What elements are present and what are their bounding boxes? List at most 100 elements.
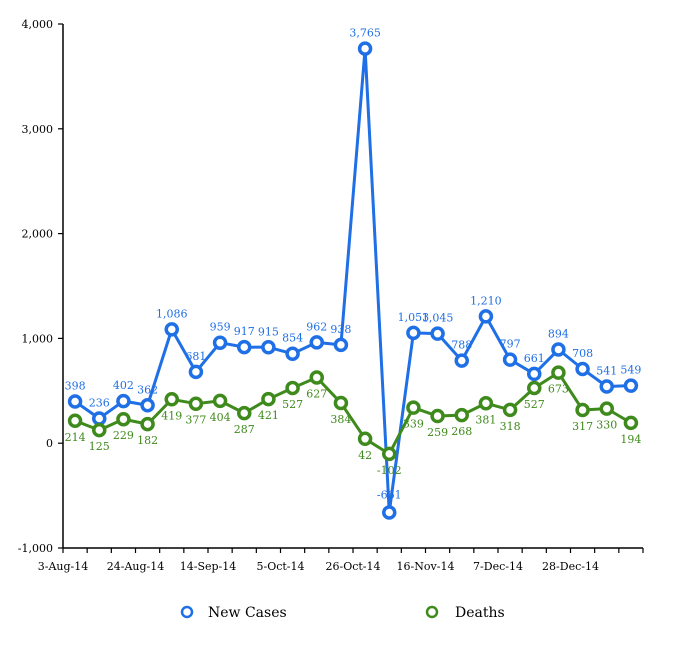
data-point-new-cases — [285, 346, 300, 361]
data-point-new-cases — [309, 335, 324, 350]
y-tick-label: 2,000 — [22, 228, 54, 241]
x-tick-label: 28-Dec-14 — [542, 560, 599, 573]
data-point-new-cases — [261, 340, 276, 355]
data-point-deaths — [140, 416, 155, 432]
data-point-new-cases — [551, 342, 566, 357]
data-label-new-cases: 708 — [572, 347, 593, 360]
data-label-new-cases: 915 — [258, 325, 279, 338]
x-tick-label: 7-Dec-14 — [473, 560, 523, 573]
data-label-deaths: 287 — [234, 423, 255, 436]
data-label-deaths: 421 — [258, 409, 279, 422]
y-tick-label: 4,000 — [22, 18, 54, 31]
data-label-new-cases: 398 — [65, 379, 86, 392]
x-tick-label: 16-Nov-14 — [397, 560, 455, 573]
data-point-deaths — [285, 380, 300, 396]
data-label-deaths: 259 — [427, 426, 448, 439]
data-point-new-cases — [333, 337, 349, 353]
data-point-deaths — [575, 402, 590, 418]
data-label-new-cases: 541 — [596, 365, 617, 378]
data-label-new-cases: -661 — [377, 488, 402, 501]
data-label-deaths: 527 — [282, 398, 303, 411]
data-point-new-cases — [575, 361, 590, 377]
data-label-new-cases: 549 — [620, 364, 641, 377]
data-label-deaths: 214 — [65, 431, 86, 444]
data-label-deaths: 330 — [596, 419, 617, 432]
data-point-deaths — [261, 391, 276, 407]
data-label-new-cases: 1,045 — [422, 312, 454, 325]
data-point-new-cases — [237, 339, 252, 355]
data-point-new-cases — [164, 322, 179, 337]
data-label-new-cases: 962 — [306, 320, 327, 333]
series-lines — [67, 41, 639, 520]
data-label-deaths: 404 — [210, 411, 231, 424]
data-point-new-cases — [92, 411, 107, 426]
data-point-deaths — [551, 365, 566, 380]
data-label-new-cases: 917 — [234, 325, 255, 338]
data-point-new-cases — [430, 326, 445, 341]
data-point-deaths — [357, 431, 373, 447]
legend: New Cases Deaths — [180, 605, 505, 621]
x-tick-label: 3-Aug-14 — [38, 560, 89, 573]
data-label-new-cases: 362 — [137, 383, 158, 396]
x-tick-label: 14-Sep-14 — [180, 560, 237, 573]
data-point-deaths — [527, 380, 542, 396]
data-label-deaths: 527 — [524, 398, 545, 411]
data-label-new-cases: 938 — [330, 323, 351, 336]
x-tick-label: 24-Aug-14 — [107, 560, 165, 573]
data-point-deaths — [478, 396, 494, 411]
data-point-deaths — [116, 411, 131, 427]
data-label-deaths: 229 — [113, 429, 134, 442]
legend-marker-new-cases — [180, 605, 194, 619]
data-label-deaths: 384 — [330, 413, 351, 426]
x-tick-label: 26-Oct-14 — [325, 560, 380, 573]
data-point-new-cases — [502, 352, 518, 367]
legend-label-new-cases: New Cases — [208, 605, 287, 621]
data-label-deaths: 318 — [500, 420, 521, 433]
data-point-deaths — [623, 415, 639, 431]
data-label-new-cases: 402 — [113, 379, 134, 392]
y-tick-label: 0 — [46, 437, 53, 450]
data-label-new-cases: 894 — [548, 328, 569, 341]
data-point-new-cases — [67, 394, 83, 409]
data-label-deaths: 377 — [185, 414, 206, 427]
data-label-new-cases: 788 — [451, 339, 472, 352]
data-label-deaths: 339 — [403, 418, 424, 431]
data-point-new-cases — [188, 364, 204, 380]
data-label-new-cases: 797 — [500, 338, 521, 351]
data-point-deaths — [212, 393, 228, 409]
legend-item-new-cases: New Cases — [180, 605, 287, 621]
y-tick-label: -1,000 — [18, 542, 53, 555]
data-point-new-cases — [454, 353, 469, 368]
data-label-deaths: 194 — [620, 433, 641, 446]
data-point-deaths — [164, 392, 179, 407]
data-label-deaths: -102 — [377, 464, 402, 477]
data-point-new-cases — [382, 505, 397, 520]
x-tick-label: 5-Oct-14 — [256, 560, 304, 573]
data-label-deaths: 317 — [572, 420, 593, 433]
data-point-new-cases — [357, 41, 373, 56]
legend-item-deaths: Deaths — [425, 605, 505, 621]
data-label-new-cases: 1,210 — [470, 294, 502, 307]
data-point-new-cases — [406, 325, 421, 341]
data-point-new-cases — [623, 378, 639, 393]
data-label-new-cases: 1,086 — [156, 307, 188, 320]
data-point-deaths — [67, 413, 83, 429]
data-point-deaths — [382, 446, 397, 462]
data-label-deaths: 419 — [161, 409, 182, 422]
data-point-new-cases — [140, 398, 155, 413]
data-point-new-cases — [478, 309, 494, 324]
legend-marker-deaths — [425, 605, 439, 619]
data-point-deaths — [599, 401, 614, 416]
data-point-new-cases — [212, 335, 228, 350]
data-point-deaths — [406, 400, 421, 415]
data-point-new-cases — [116, 393, 131, 409]
data-point-deaths — [92, 422, 107, 438]
data-label-new-cases: 959 — [210, 321, 231, 334]
series-line-new-cases — [74, 47, 631, 514]
data-point-new-cases — [527, 366, 542, 382]
data-label-deaths: 673 — [548, 383, 569, 396]
data-label-deaths: 268 — [451, 425, 472, 438]
data-point-deaths — [333, 395, 349, 411]
